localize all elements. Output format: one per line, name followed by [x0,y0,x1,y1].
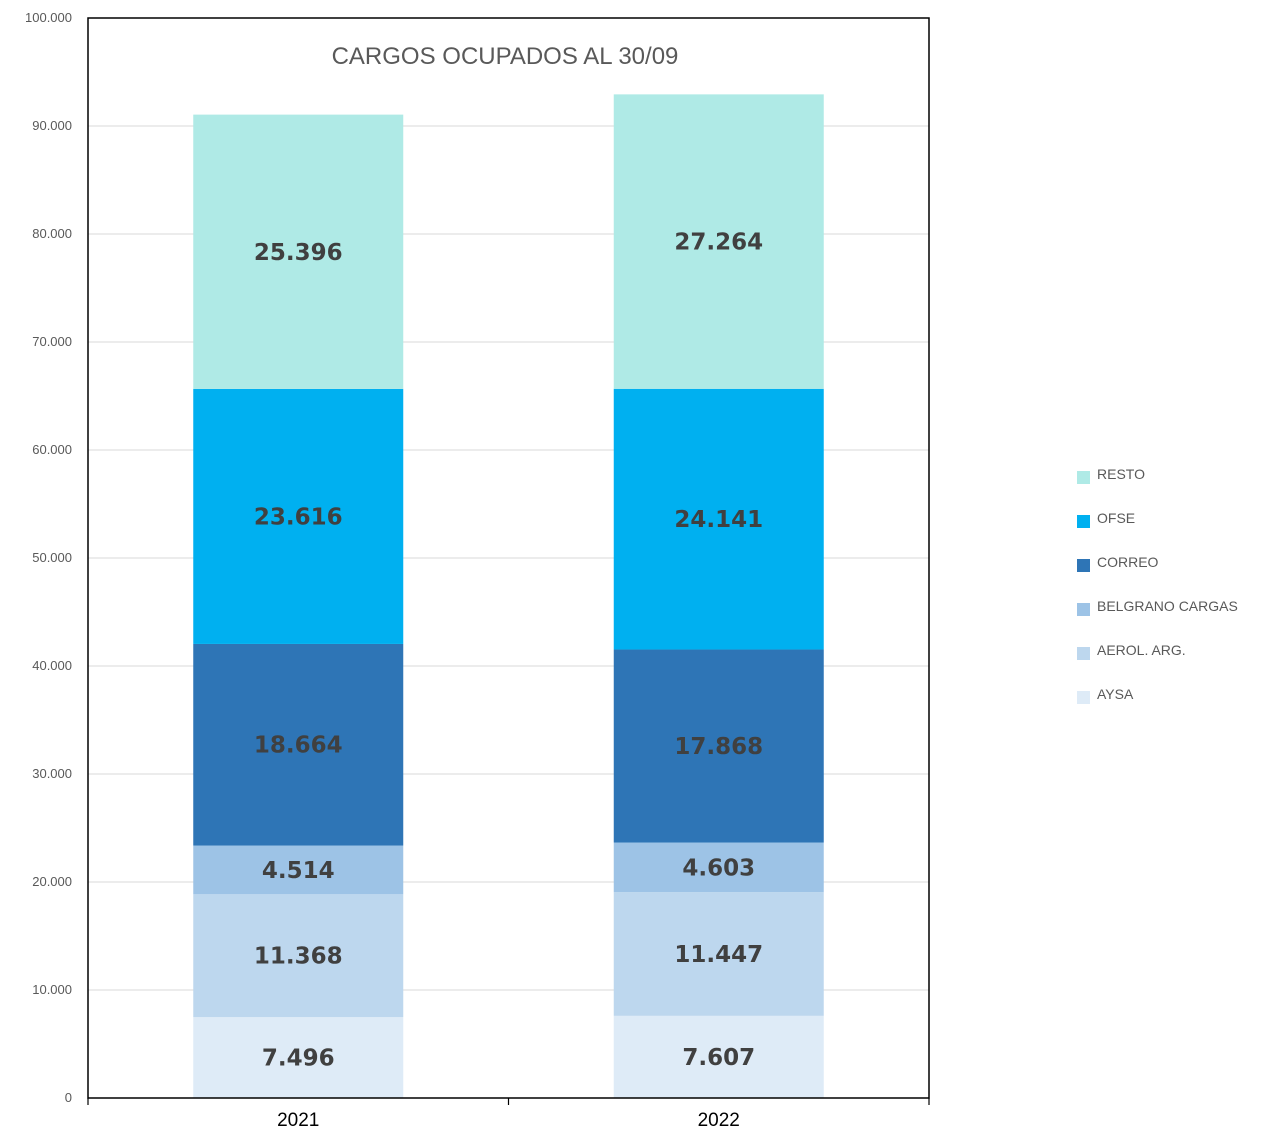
data-label: 17.868 [674,734,763,760]
y-tick-label: 50.000 [32,550,72,565]
bar-segment [193,388,404,644]
legend-label: BELGRANO CARGAS [1097,598,1238,614]
y-tick-label: 0 [65,1090,72,1105]
y-tick-label: 90.000 [32,118,72,133]
bar-segment [193,114,404,389]
x-tick-label: 2022 [698,1110,740,1131]
legend-label: RESTO [1097,466,1145,482]
bar-segment [613,842,824,893]
y-tick-label: 40.000 [32,658,72,673]
data-label: 4.603 [682,855,755,881]
data-label: 27.264 [674,230,763,256]
y-tick-label: 10.000 [32,982,72,997]
legend-swatch [1077,471,1090,484]
x-tick-label: 2021 [277,1110,319,1131]
data-label: 11.368 [254,944,343,970]
bars [193,94,824,1098]
data-label: 23.616 [254,504,343,530]
legend-label: AYSA [1097,686,1134,702]
legend-swatch [1077,603,1090,616]
chart-title: CARGOS OCUPADOS AL 30/09 [332,43,679,70]
bar-segment [193,845,404,895]
data-label: 18.664 [254,733,343,759]
y-tick-label: 80.000 [32,226,72,241]
data-label: 4.514 [262,858,335,884]
legend-swatch [1077,691,1090,704]
y-tick-label: 60.000 [32,442,72,457]
y-tick-label: 20.000 [32,874,72,889]
data-labels: 7.496 11.368 4.514 18.664 23.616 25.396 7.607 1… [254,230,763,1072]
data-label: 24.141 [674,507,763,533]
y-axis: 0 10.000 20.000 30.000 40.000 50.000 60.000 70.… [25,10,72,1105]
bar-segment [193,894,404,1018]
legend-swatch [1077,559,1090,572]
bar-segment [613,892,824,1016]
legend-swatch [1077,515,1090,528]
legend-label: AEROL. ARG. [1097,642,1186,658]
legend-label: OFSE [1097,510,1135,526]
bar-segment [613,94,824,389]
bar-segment [613,388,824,650]
data-label: 7.607 [682,1045,755,1071]
bar-segment [613,1015,824,1098]
legend-swatch [1077,647,1090,660]
y-tick-label: 100.000 [25,10,72,25]
bar-segment [193,643,404,846]
x-axis: 2021 2022 [87,17,930,1131]
y-tick-label: 70.000 [32,334,72,349]
y-tick-label: 30.000 [32,766,72,781]
legend: RESTO OFSE CORREO BELGRANO CARGAS AEROL. ARG… [1077,466,1238,704]
bar-segment [613,649,824,843]
data-label: 11.447 [674,942,763,968]
bar-segment [193,1017,404,1098]
data-label: 7.496 [262,1046,335,1072]
data-label: 25.396 [254,240,343,266]
legend-label: CORREO [1097,554,1159,570]
